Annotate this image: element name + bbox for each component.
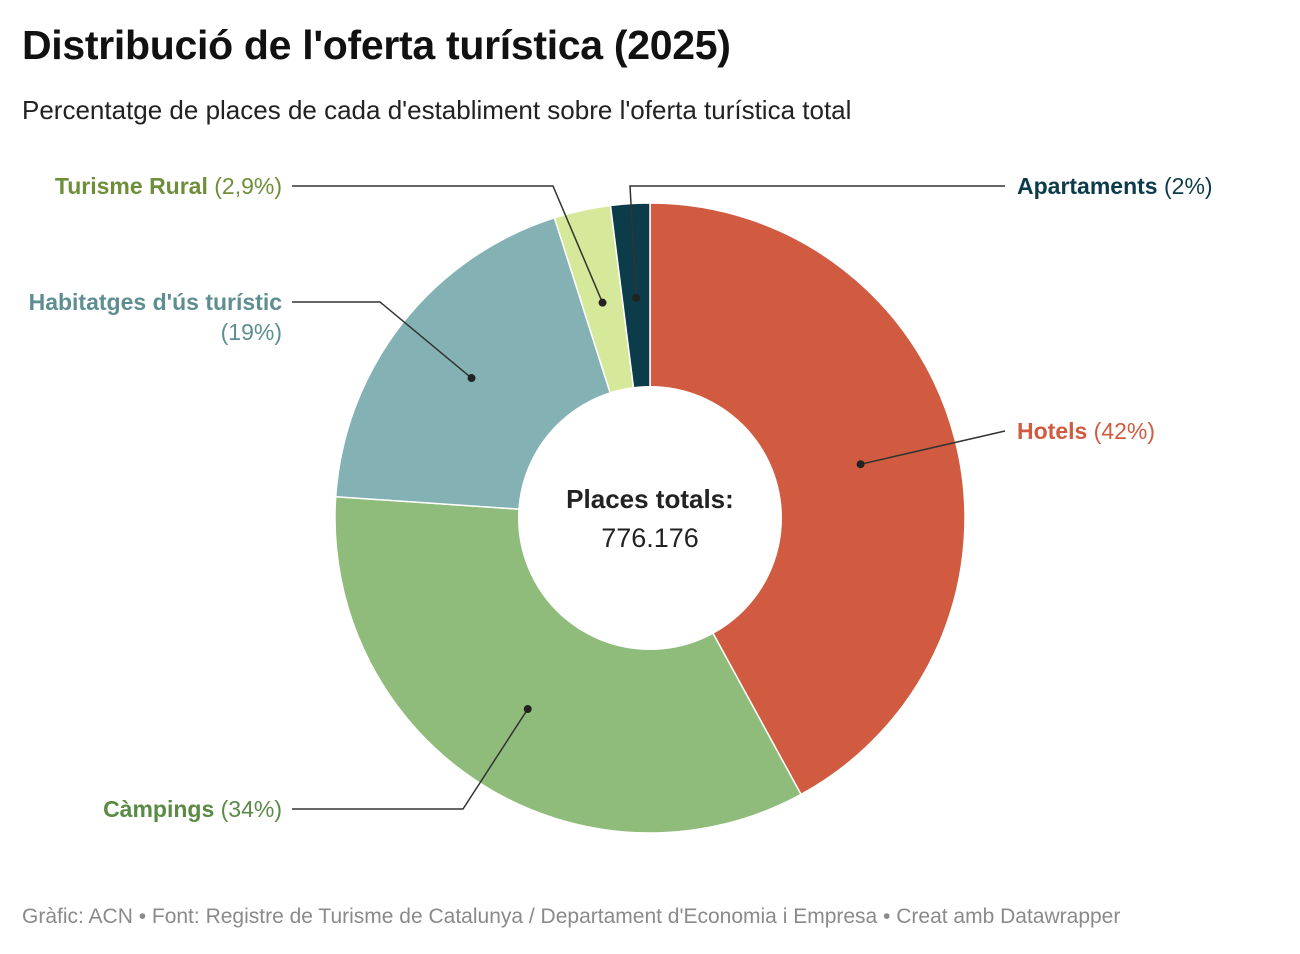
slice-name-hotels: Hotels bbox=[1017, 418, 1087, 444]
center-label: Places totals: bbox=[566, 484, 734, 514]
slice-label-turisme-rural: Turisme Rural (2,9%) bbox=[55, 173, 282, 199]
chart-subtitle: Percentatge de places de cada d'establim… bbox=[22, 95, 852, 125]
leader-line-campings bbox=[292, 708, 529, 810]
slice-value-habitatges-d-us-turistic: (19%) bbox=[221, 319, 282, 345]
leader-dot-habitatges-d-us-turistic bbox=[467, 374, 476, 383]
slice-label-hotels: Hotels (42%) bbox=[1017, 418, 1155, 444]
leader-line-turisme-rural bbox=[292, 185, 604, 303]
slice-value-campings: (34%) bbox=[214, 796, 282, 822]
chart-title: Distribució de l'oferta turística (2025) bbox=[22, 22, 731, 68]
slice-hotels bbox=[649, 202, 966, 796]
donut-hole bbox=[518, 386, 782, 650]
slice-value-hotels: (42%) bbox=[1087, 418, 1155, 444]
slice-name-habitatges-d-us-turistic: Habitatges d'ús turístic bbox=[29, 289, 283, 315]
center-value: 776.176 bbox=[601, 523, 699, 553]
slice-value-turisme-rural: (2,9%) bbox=[208, 173, 282, 199]
slice-label-habitatges-d-us-turistic: Habitatges d'ús turístic (19%) bbox=[29, 289, 283, 345]
slice-name-apartaments: Apartaments bbox=[1017, 173, 1158, 199]
slice-label-apartaments: Apartaments (2%) bbox=[1017, 173, 1213, 199]
source-footer: Gràfic: ACN • Font: Registre de Turisme … bbox=[22, 905, 1121, 928]
leader-line-hotels bbox=[860, 430, 1006, 465]
leader-line-habitatges-d-us-turistic bbox=[292, 301, 473, 379]
slice-name-turisme-rural: Turisme Rural bbox=[55, 173, 208, 199]
leader-dot-turisme-rural bbox=[598, 298, 607, 307]
leader-dot-hotels bbox=[856, 460, 865, 469]
leader-dot-campings bbox=[523, 705, 532, 714]
leader-line-apartaments bbox=[629, 185, 1005, 298]
slice-label-campings: Càmpings (34%) bbox=[103, 796, 282, 822]
slice-value-apartaments: (2%) bbox=[1158, 173, 1213, 199]
leader-dot-apartaments bbox=[632, 293, 641, 302]
slice-name-campings: Càmpings bbox=[103, 796, 214, 822]
